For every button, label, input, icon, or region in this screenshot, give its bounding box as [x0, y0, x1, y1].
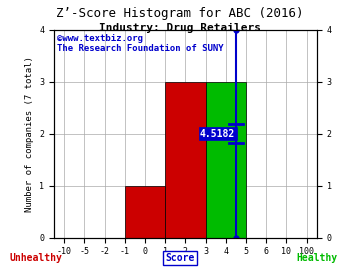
- Text: ©www.textbiz.org
The Research Foundation of SUNY: ©www.textbiz.org The Research Foundation…: [57, 34, 223, 53]
- Text: Score: Score: [165, 253, 195, 263]
- Bar: [206, 82, 246, 238]
- Bar: [125, 186, 165, 238]
- Text: 4.5182: 4.5182: [200, 129, 235, 139]
- Text: Healthy: Healthy: [296, 253, 337, 263]
- Text: Unhealthy: Unhealthy: [10, 253, 62, 263]
- Y-axis label: Number of companies (7 total): Number of companies (7 total): [25, 56, 34, 212]
- Text: Industry: Drug Retailers: Industry: Drug Retailers: [99, 23, 261, 33]
- Text: Z’-Score Histogram for ABC (2016): Z’-Score Histogram for ABC (2016): [56, 7, 304, 20]
- Bar: [165, 82, 206, 238]
